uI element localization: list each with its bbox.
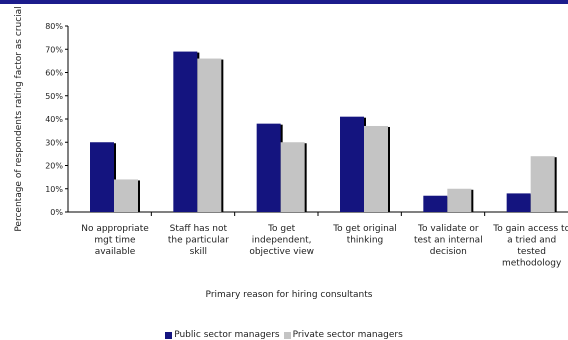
x-category-label: To validate or test an internal decision: [414, 224, 483, 257]
y-axis-label: Percentage of respondents rating factor …: [14, 6, 24, 231]
bar-private: [280, 142, 305, 212]
legend-swatch-public: [165, 331, 173, 339]
chart-legend: Public sector managers Private sector ma…: [0, 330, 568, 340]
x-category-label: Staff has not the particular skill: [168, 224, 229, 257]
legend-item-public: Public sector managers: [165, 330, 280, 340]
bar-public: [256, 123, 281, 212]
y-tick-label: 70%: [45, 45, 63, 54]
bar-private: [364, 125, 388, 212]
legend-swatch-private: [283, 331, 291, 339]
y-tick-label: 50%: [45, 92, 63, 101]
bar-private: [530, 156, 555, 212]
x-category-label: To get independent, objective view: [249, 224, 314, 257]
y-tick-label: 20%: [45, 162, 63, 171]
x-axis-label: Primary reason for hiring consultants: [206, 290, 373, 300]
bar-private: [114, 179, 138, 212]
bar-public: [506, 193, 531, 212]
legend-label-private: Private sector managers: [292, 330, 403, 340]
y-tick-label: 30%: [45, 138, 63, 147]
y-tick-label: 80%: [45, 22, 63, 31]
y-tick-label: 0%: [50, 208, 63, 217]
top-accent-bar: [0, 0, 568, 4]
legend-label-public: Public sector managers: [174, 330, 280, 340]
bar-public: [173, 51, 198, 213]
bar-private: [447, 188, 472, 212]
bar-public: [340, 116, 364, 212]
y-tick-label: 60%: [45, 69, 63, 78]
y-tick-label: 40%: [45, 115, 63, 124]
legend-item-private: Private sector managers: [283, 330, 403, 340]
x-category-label: To gain access to a tried and tested method…: [492, 224, 568, 269]
bar-public: [90, 142, 114, 212]
bar-public: [423, 195, 448, 212]
y-tick-label: 10%: [45, 185, 63, 194]
x-category-label: No appropriate mgt time available: [81, 224, 149, 257]
bar-private: [197, 58, 222, 212]
x-category-label: To get original thinking: [332, 224, 397, 246]
